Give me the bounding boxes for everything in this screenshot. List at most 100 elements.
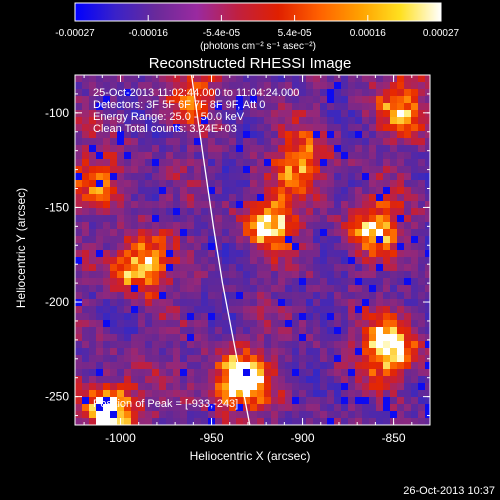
heatmap-pixel — [75, 306, 83, 314]
heatmap-pixel — [404, 278, 412, 286]
heatmap-pixel — [390, 103, 398, 111]
heatmap-pixel — [96, 341, 104, 349]
heatmap-pixel — [194, 215, 202, 223]
heatmap-pixel — [418, 299, 426, 307]
heatmap-pixel — [208, 145, 216, 153]
heatmap-pixel — [138, 306, 146, 314]
heatmap-pixel — [341, 208, 349, 216]
heatmap-pixel — [159, 278, 167, 286]
heatmap-pixel — [341, 250, 349, 258]
heatmap-pixel — [404, 236, 412, 244]
heatmap-pixel — [390, 397, 398, 405]
heatmap-pixel — [376, 411, 384, 419]
heatmap-pixel — [82, 82, 90, 90]
heatmap-pixel — [334, 327, 342, 335]
heatmap-pixel — [299, 208, 307, 216]
heatmap-pixel — [362, 418, 370, 425]
heatmap-pixel — [152, 180, 160, 188]
heatmap-pixel — [166, 180, 174, 188]
heatmap-pixel — [82, 397, 90, 405]
heatmap-pixel — [124, 180, 132, 188]
heatmap-pixel — [250, 124, 258, 132]
heatmap-pixel — [320, 250, 328, 258]
heatmap-pixel — [355, 250, 363, 258]
heatmap-pixel — [131, 299, 139, 307]
heatmap-pixel — [82, 229, 90, 237]
heatmap-pixel — [292, 264, 300, 272]
heatmap-pixel — [306, 362, 314, 370]
heatmap-pixel — [327, 152, 335, 160]
heatmap-pixel — [334, 285, 342, 293]
heatmap-pixel — [341, 355, 349, 363]
heatmap-pixel — [390, 250, 398, 258]
heatmap-pixel — [320, 145, 328, 153]
heatmap-pixel — [425, 103, 430, 111]
heatmap-pixel — [306, 292, 314, 300]
heatmap-pixel — [187, 397, 195, 405]
heatmap-pixel — [243, 341, 251, 349]
heatmap-pixel — [362, 306, 370, 314]
heatmap-pixel — [208, 124, 216, 132]
heatmap-pixel — [96, 131, 104, 139]
heatmap-pixel — [376, 362, 384, 370]
heatmap-pixel — [425, 348, 430, 356]
heatmap-pixel — [82, 110, 90, 118]
heatmap-pixel — [201, 243, 209, 251]
heatmap-pixel — [82, 103, 90, 111]
heatmap-pixel — [271, 222, 279, 230]
heatmap-pixel — [166, 145, 174, 153]
heatmap-pixel — [327, 285, 335, 293]
x-axis: -1000 -950 -900 -850 — [83, 75, 431, 445]
heatmap-pixel — [327, 229, 335, 237]
heatmap-pixel — [250, 173, 258, 181]
heatmap-pixel — [215, 138, 223, 146]
heatmap-pixel — [306, 369, 314, 377]
heatmap-pixel — [152, 327, 160, 335]
heatmap-pixel — [173, 376, 181, 384]
heatmap-pixel — [369, 390, 377, 398]
heatmap-pixel — [376, 397, 384, 405]
heatmap-pixel — [327, 383, 335, 391]
heatmap-pixel — [103, 131, 111, 139]
heatmap-pixel — [271, 236, 279, 244]
heatmap-pixel — [313, 418, 321, 425]
heatmap-pixel — [75, 152, 83, 160]
y-tick-label: -100 — [45, 106, 69, 120]
heatmap-pixel — [313, 103, 321, 111]
heatmap-pixel — [278, 103, 286, 111]
heatmap-pixel — [271, 215, 279, 223]
heatmap-pixel — [117, 334, 125, 342]
heatmap-pixel — [341, 264, 349, 272]
heatmap-pixel — [376, 299, 384, 307]
heatmap-pixel — [110, 173, 118, 181]
heatmap-pixel — [278, 166, 286, 174]
heatmap-pixel — [152, 313, 160, 321]
heatmap-pixel — [222, 131, 230, 139]
heatmap-pixel — [306, 138, 314, 146]
heatmap-pixel — [110, 306, 118, 314]
heatmap-pixel — [138, 250, 146, 258]
heatmap-pixel — [208, 187, 216, 195]
heatmap-pixel — [103, 159, 111, 167]
heatmap-pixel — [390, 292, 398, 300]
heatmap-pixel — [187, 222, 195, 230]
heatmap-pixel — [187, 348, 195, 356]
heatmap-pixel — [131, 404, 139, 412]
heatmap-pixel — [341, 348, 349, 356]
heatmap-pixel — [166, 187, 174, 195]
heatmap-pixel — [404, 103, 412, 111]
heatmap-pixel — [278, 110, 286, 118]
heatmap-pixel — [173, 201, 181, 209]
heatmap-pixel — [145, 194, 153, 202]
heatmap-pixel — [117, 348, 125, 356]
heatmap-pixel — [348, 96, 356, 104]
heatmap-pixel — [166, 271, 174, 279]
heatmap-pixel — [145, 103, 153, 111]
heatmap-pixel — [117, 82, 125, 90]
heatmap-pixel — [187, 173, 195, 181]
heatmap-pixel — [299, 292, 307, 300]
heatmap-pixel — [131, 110, 139, 118]
heatmap-pixel — [229, 383, 237, 391]
heatmap-pixel — [243, 201, 251, 209]
heatmap-pixel — [82, 418, 90, 425]
